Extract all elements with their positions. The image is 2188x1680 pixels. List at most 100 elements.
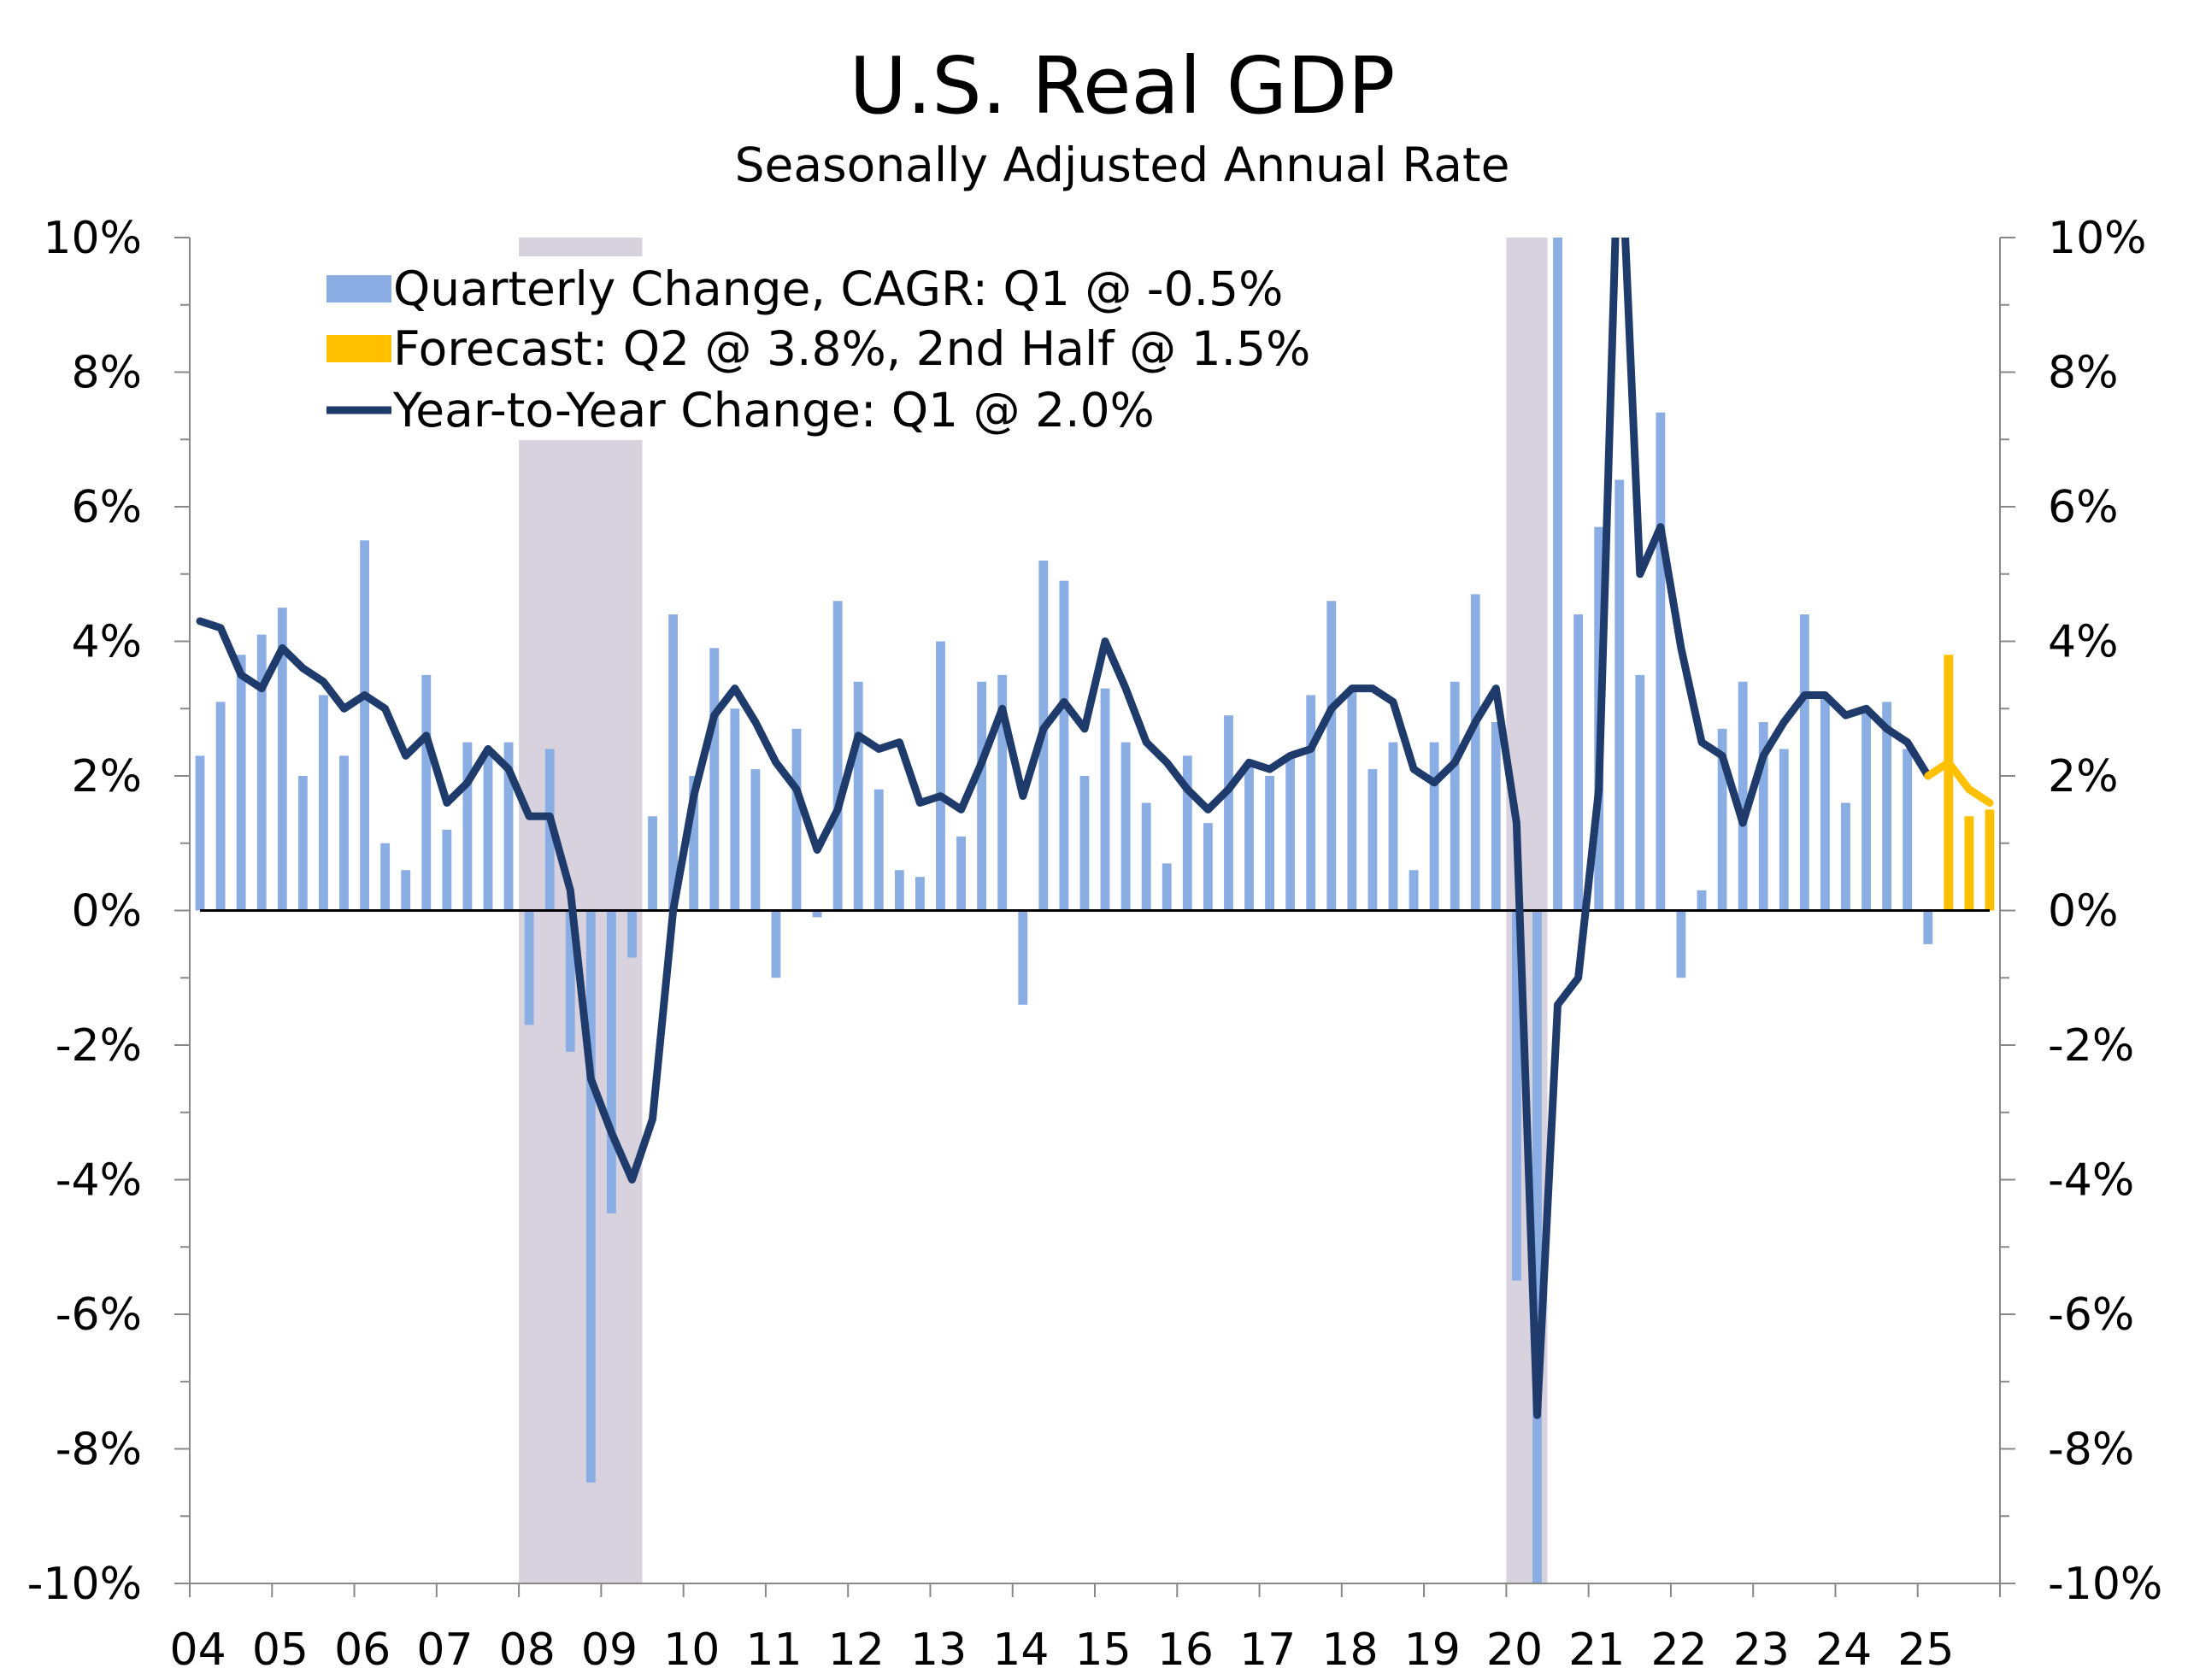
quarterly-bar <box>1265 776 1274 911</box>
quarterly-bar <box>1120 742 1131 911</box>
quarterly-bar <box>1182 755 1192 911</box>
y-tick-label-left: 2% <box>72 751 143 802</box>
legend-label-2: Year-to-Year Change: Q1 @ 2.0% <box>392 383 1155 438</box>
legend: Quarterly Change, CAGR: Q1 @ -0.5%Foreca… <box>241 256 1472 440</box>
y-tick-label-left: 4% <box>72 617 143 668</box>
quarterly-bar <box>1717 728 1727 911</box>
quarterly-bar <box>1347 688 1357 911</box>
x-tick-label: 22 <box>1650 1624 1707 1676</box>
quarterly-bar <box>1635 674 1645 911</box>
x-tick-label: 12 <box>828 1624 885 1676</box>
quarterly-bar <box>1511 910 1521 1281</box>
quarterly-bar <box>319 695 328 911</box>
quarterly-bar <box>277 608 287 911</box>
x-tick-label: 05 <box>252 1624 309 1676</box>
x-tick-label: 07 <box>416 1624 473 1676</box>
x-tick-label: 09 <box>581 1624 638 1676</box>
quarterly-bar <box>1779 749 1789 911</box>
x-tick-label: 10 <box>663 1624 720 1676</box>
quarterly-bar <box>750 769 761 911</box>
forecast-bar <box>1944 655 1954 911</box>
x-tick-label: 11 <box>745 1624 802 1676</box>
quarterly-bar <box>1820 695 1830 911</box>
x-tick-label: 04 <box>170 1624 226 1676</box>
legend-swatch-0 <box>326 275 391 303</box>
quarterly-bar <box>1141 802 1151 911</box>
y-tick-label-left: -4% <box>56 1155 142 1207</box>
x-tick-label: 14 <box>992 1624 1049 1676</box>
quarterly-bar <box>812 910 822 918</box>
quarterly-bar <box>668 614 679 911</box>
quarterly-bar <box>1862 708 1871 911</box>
quarterly-bar <box>997 674 1008 911</box>
y-tick-label-left: 8% <box>72 348 143 399</box>
x-tick-label: 13 <box>910 1624 967 1676</box>
quarterly-bar <box>1450 681 1460 911</box>
quarterly-bar <box>1429 742 1439 911</box>
x-tick-label: 25 <box>1897 1624 1954 1676</box>
chart-title: U.S. Real GDP <box>850 40 1396 132</box>
quarterly-bar <box>1470 594 1480 911</box>
quarterly-bar <box>1799 614 1809 911</box>
forecast-bar <box>1985 809 1995 911</box>
x-tick-label: 21 <box>1568 1624 1625 1676</box>
y-tick-label-left: -2% <box>56 1020 142 1072</box>
y-tick-label-right: -4% <box>2048 1155 2134 1207</box>
x-tick-label: 17 <box>1239 1624 1296 1676</box>
quarterly-bar <box>401 870 411 911</box>
legend-box <box>241 256 1472 440</box>
quarterly-bar <box>1388 742 1398 911</box>
quarterly-bar <box>853 681 863 911</box>
axes: 10% 10% 8% 8% 6% 6% 4% 4% 2% 2% 0% 0% -2% -2% -4% -4% -6… <box>27 213 2163 1676</box>
quarterly-bar <box>627 910 637 958</box>
quarterly-bar <box>730 708 740 911</box>
quarterly-bar <box>873 789 884 911</box>
x-tick-label: 19 <box>1404 1624 1461 1676</box>
legend-label-0: Quarterly Change, CAGR: Q1 @ -0.5% <box>393 261 1283 316</box>
y-tick-label-right: -2% <box>2048 1020 2134 1072</box>
quarterly-bar <box>524 910 534 1025</box>
y-tick-label-right: 6% <box>2048 482 2119 533</box>
y-tick-label-right: 0% <box>2048 886 2119 937</box>
x-tick-label: 15 <box>1075 1624 1132 1676</box>
y-tick-label-left: 0% <box>72 886 143 937</box>
x-tick-label: 24 <box>1815 1624 1872 1676</box>
quarterly-bar <box>648 816 657 911</box>
quarterly-bar <box>565 910 575 1052</box>
y-tick-label-right: 2% <box>2048 751 2119 802</box>
quarterly-bar <box>195 755 205 911</box>
quarterly-bar <box>1882 702 1892 911</box>
quarterly-bar <box>1738 681 1748 911</box>
quarterly-bar <box>894 870 904 911</box>
quarterly-bar <box>1244 762 1254 911</box>
quarterly-bar <box>771 910 781 978</box>
quarterly-bar <box>1758 722 1768 911</box>
quarterly-bar <box>297 776 308 911</box>
quarterly-bar <box>1079 776 1090 911</box>
y-tick-label-right: -6% <box>2048 1289 2134 1341</box>
quarterly-bar <box>1059 580 1069 911</box>
quarterly-bar <box>1409 870 1419 911</box>
quarterly-bar <box>1100 688 1110 911</box>
x-tick-label: 08 <box>499 1624 556 1676</box>
quarterly-bar <box>442 830 452 911</box>
quarterly-bar <box>689 776 699 911</box>
quarterly-bar <box>339 755 349 911</box>
quarterly-bar <box>380 843 391 911</box>
quarterly-bar <box>1532 910 1542 1583</box>
legend-swatch-1 <box>326 335 391 362</box>
y-tick-label-left: 6% <box>72 482 143 533</box>
quarterly-bar <box>1573 614 1584 911</box>
x-tick-label: 16 <box>1157 1624 1214 1676</box>
quarterly-bar <box>1903 749 1913 911</box>
x-tick-label: 06 <box>334 1624 391 1676</box>
yoy-forecast-line <box>1924 758 1994 807</box>
quarterly-bar <box>956 836 966 911</box>
quarterly-bar <box>1841 802 1850 911</box>
y-tick-label-left: -6% <box>56 1289 142 1341</box>
quarterly-bar <box>1615 479 1625 911</box>
quarterly-bar <box>236 655 246 911</box>
y-tick-label-right: -8% <box>2048 1424 2134 1476</box>
y-tick-label-left: 10% <box>43 213 142 264</box>
